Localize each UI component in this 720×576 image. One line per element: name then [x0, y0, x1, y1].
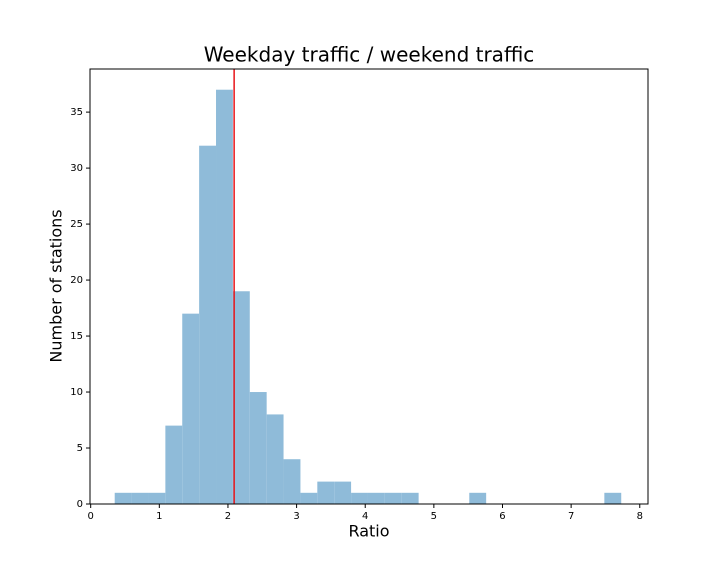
plot-area	[114, 69, 622, 504]
bar	[367, 492, 385, 504]
y-tick-label: 15	[70, 331, 83, 342]
bar	[182, 313, 200, 504]
bar	[216, 89, 233, 504]
y-tick-label: 30	[70, 163, 83, 174]
x-tick-label: 0	[87, 511, 93, 522]
x-tick-label: 6	[499, 511, 505, 522]
bar	[199, 145, 217, 504]
y-tick-label: 5	[77, 443, 83, 454]
x-axis-label: Ratio	[348, 522, 389, 541]
bar	[334, 481, 352, 504]
bar	[469, 492, 487, 504]
x-tick-label: 8	[637, 511, 643, 522]
bar	[114, 492, 132, 504]
bar	[604, 492, 622, 504]
bar	[131, 492, 149, 504]
x-tick-label: 4	[362, 511, 368, 522]
bar	[300, 492, 318, 504]
bar	[401, 492, 419, 504]
bar	[283, 459, 301, 504]
x-tick-label: 2	[225, 511, 231, 522]
x-tick-label: 5	[431, 511, 437, 522]
x-tick-label: 7	[568, 511, 574, 522]
y-tick-label: 35	[70, 107, 83, 118]
bar	[249, 392, 267, 504]
y-axis-label: Number of stations	[47, 209, 66, 362]
x-tick-label: 3	[293, 511, 299, 522]
bar	[384, 492, 402, 504]
x-tick-label: 1	[156, 511, 162, 522]
y-tick-label: 25	[70, 219, 83, 230]
bar	[165, 425, 183, 504]
bar	[317, 481, 335, 504]
bar	[266, 414, 284, 504]
bar	[351, 492, 368, 504]
bar	[232, 291, 250, 504]
axes-frame	[89, 68, 649, 505]
y-tick-label: 0	[77, 499, 83, 510]
chart-title: Weekday traffic / weekend traffic	[204, 43, 535, 67]
y-tick-label: 20	[70, 275, 83, 286]
bar	[148, 492, 166, 504]
y-tick-label: 10	[70, 387, 83, 398]
